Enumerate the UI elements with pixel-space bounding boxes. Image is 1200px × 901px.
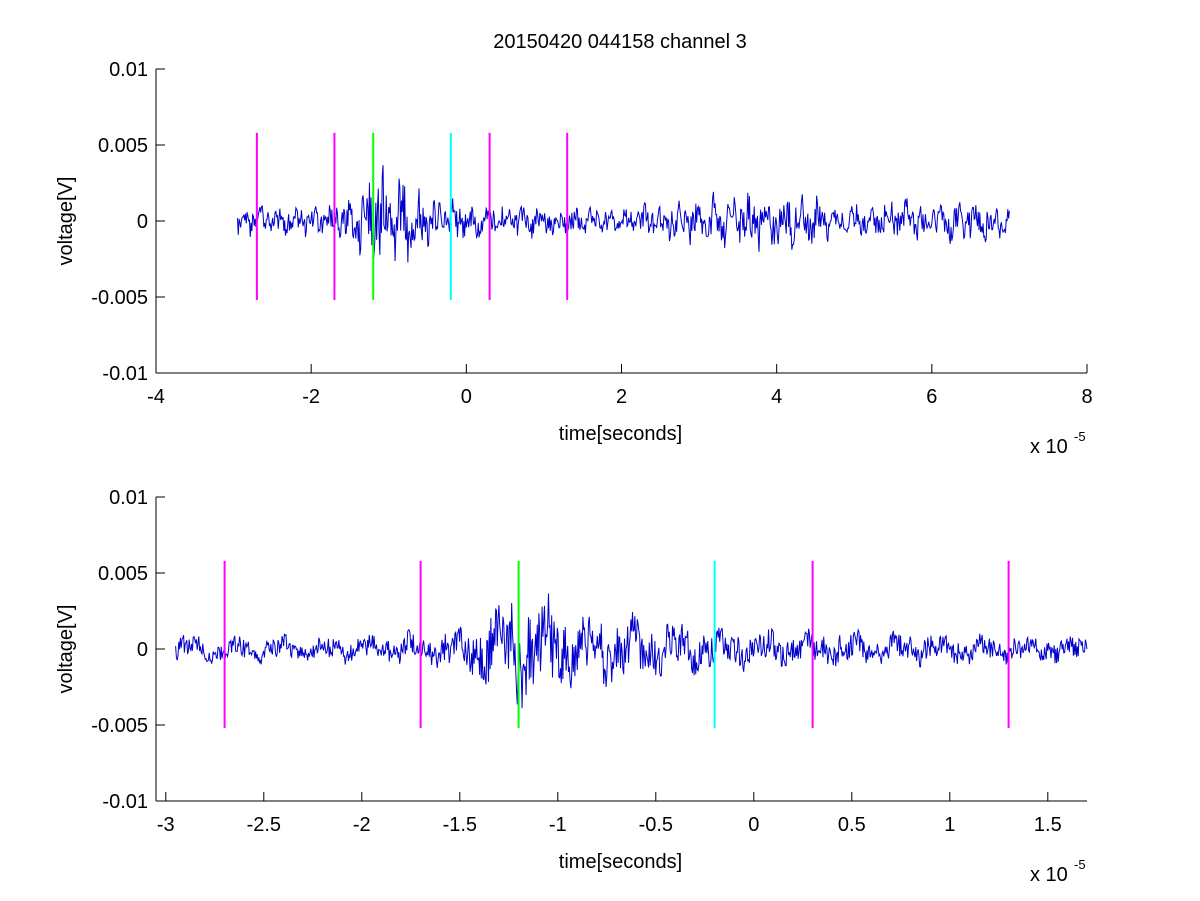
- y-tick-label: 0.01: [109, 59, 148, 81]
- x-tick-label: 0: [461, 386, 472, 408]
- x-multiplier-exponent: -5: [1074, 429, 1086, 444]
- x-tick-label: 6: [926, 386, 937, 408]
- y-tick-label: 0.005: [98, 563, 148, 585]
- x-tick-label: 1.5: [1034, 814, 1062, 836]
- plot-top: 0.01 0.005 0 -0.005 -0.01-4 -2 0 2 4 6 8 time[secon…: [55, 59, 1093, 458]
- y-tick-label: 0: [137, 211, 148, 233]
- x-tick-label: -3: [157, 814, 175, 836]
- x-tick-label: 8: [1081, 386, 1092, 408]
- y-axis-label: voltage[V]: [55, 177, 77, 266]
- plot-bottom: 0.01 0.005 0 -0.005 -0.01 -3 -2.5 -2 -1.5 -1 -0.5 0…: [55, 487, 1088, 886]
- x-tick-label: -4: [147, 386, 165, 408]
- x-multiplier-exponent: -5: [1074, 857, 1086, 872]
- x-tick-label: -2: [353, 814, 371, 836]
- x-tick-label: 4: [771, 386, 782, 408]
- x-tick-label: -2.5: [247, 814, 281, 836]
- x-tick-label: 2: [616, 386, 627, 408]
- x-tick-label: 1: [944, 814, 955, 836]
- y-axis-label: voltage[V]: [55, 605, 77, 694]
- x-tick-label: -1: [549, 814, 567, 836]
- y-tick-label: -0.01: [102, 363, 148, 385]
- x-axis-label: time[seconds]: [559, 423, 682, 445]
- x-tick-label: 0.5: [838, 814, 866, 836]
- signal-line: [175, 593, 1088, 709]
- x-multiplier: x 10: [1030, 864, 1068, 886]
- x-multiplier: x 10: [1030, 436, 1068, 458]
- y-tick-label: 0.01: [109, 487, 148, 509]
- x-tick-label: -2: [302, 386, 320, 408]
- figure-title: 20150420 044158 channel 3: [493, 31, 747, 53]
- x-axis-label: time[seconds]: [559, 851, 682, 873]
- y-tick-label: 0.005: [98, 135, 148, 157]
- y-tick-label: -0.01: [102, 791, 148, 813]
- y-tick-label: -0.005: [91, 715, 148, 737]
- signal-line: [236, 165, 1010, 263]
- x-tick-label: -0.5: [639, 814, 673, 836]
- x-tick-label: -1.5: [443, 814, 477, 836]
- x-tick-label: 0: [748, 814, 759, 836]
- y-tick-label: 0: [137, 639, 148, 661]
- y-tick-label: -0.005: [91, 287, 148, 309]
